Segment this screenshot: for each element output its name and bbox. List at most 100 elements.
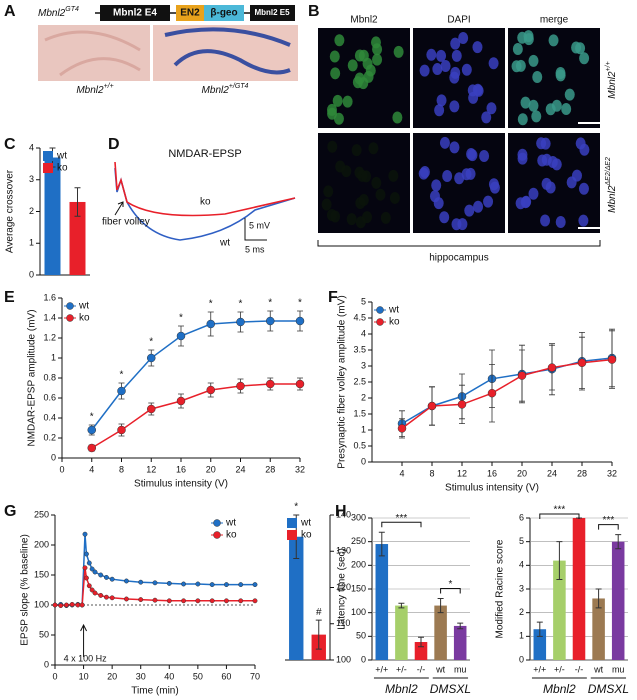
cell [488,178,499,191]
point [83,575,89,581]
legend-swatch [43,151,53,161]
point [75,602,81,608]
x-tick-label: 4 [399,468,404,478]
cell [363,70,374,83]
image-label: Mbnl2+/+ [76,83,113,96]
cell [540,214,551,227]
y-tick-label: 150 [34,569,49,579]
cell [461,63,472,76]
point [195,598,201,604]
trace [114,167,296,241]
point [487,388,497,398]
y-tick-label: 0 [29,269,34,279]
cell [464,204,475,217]
point [89,566,95,572]
y-tick-label: 140 [336,509,351,519]
error-bar [418,636,424,648]
cell [473,200,484,213]
x-tick-label: +/- [396,664,407,674]
y-tick-label: 100 [336,654,351,664]
significance-label: * [298,298,302,309]
exon-box [204,5,244,21]
cell [393,45,404,58]
point [87,425,96,435]
cell [342,95,353,108]
cell [436,94,447,107]
cell [515,59,526,72]
value-label: * [294,502,298,513]
x-tick-label: 50 [193,671,203,681]
cell [571,41,582,54]
cell [561,103,572,116]
cell [375,188,386,201]
y-tick-label: 1.5 [353,408,366,418]
point [266,379,275,389]
legend-marker [213,531,221,539]
cell [347,59,358,72]
cell [433,197,444,210]
cell [578,214,589,227]
series-line [91,320,300,431]
point [98,572,104,578]
value-label: # [316,607,322,618]
bar [69,201,86,275]
exon-label: Mbnl2 E4 [113,8,157,19]
y-tick-label: 2 [519,607,524,617]
cell [540,137,551,150]
cell [564,88,575,101]
panel-letter: B [308,3,320,20]
y-tick-label: 200 [34,539,49,549]
x-tick-label: 24 [547,468,557,478]
error-bar [556,541,563,581]
column-label: DAPI [447,15,470,26]
x-tick-label: wt [435,664,445,674]
x-tick-label: 30 [136,671,146,681]
cell [528,99,539,112]
x-tick-label: +/+ [375,664,388,674]
panel-letter: G [4,503,16,520]
annotation: fiber volley [102,217,150,228]
group-label: Mbnl2 [543,682,576,696]
exon-box [250,5,295,21]
error-bar [398,602,405,609]
trace-title: NMDAR-EPSP [168,148,241,160]
cell [327,107,338,120]
cell [426,48,437,61]
x-tick-label: 28 [265,464,275,474]
point [152,580,158,586]
cell [388,169,399,182]
x-tick-label: 4 [89,464,94,474]
point [152,597,158,603]
point [103,574,109,580]
tissue [44,30,141,77]
cell [575,137,586,150]
point [427,401,437,411]
bar [434,605,447,660]
y-tick-label: 5 [519,536,524,546]
cell [450,66,461,79]
y-tick-label: 0.2 [43,432,56,442]
series-line [91,383,300,449]
stimulus-label: 4 x 100 Hz [64,653,108,663]
y-tick-label: 1 [519,631,524,641]
point [223,598,229,604]
cell [418,167,429,180]
point [295,379,305,389]
legend-marker [66,302,74,310]
significance-label: * [179,313,183,324]
point [181,598,187,604]
y-tick-label: 110 [336,618,350,628]
legend-label: wt [300,518,311,529]
y-tick-label: 1 [361,424,366,434]
y-tick-label: 150 [351,583,366,593]
legend-swatch [43,163,53,173]
cell [468,91,479,104]
point [236,381,245,391]
y-axis-label: NMDAR-EPSP amplitude (mV) [27,309,38,446]
scale-bar [578,227,604,229]
y-tick-label: 250 [351,536,366,546]
point [147,404,156,414]
cell [521,195,532,208]
point [82,565,88,571]
